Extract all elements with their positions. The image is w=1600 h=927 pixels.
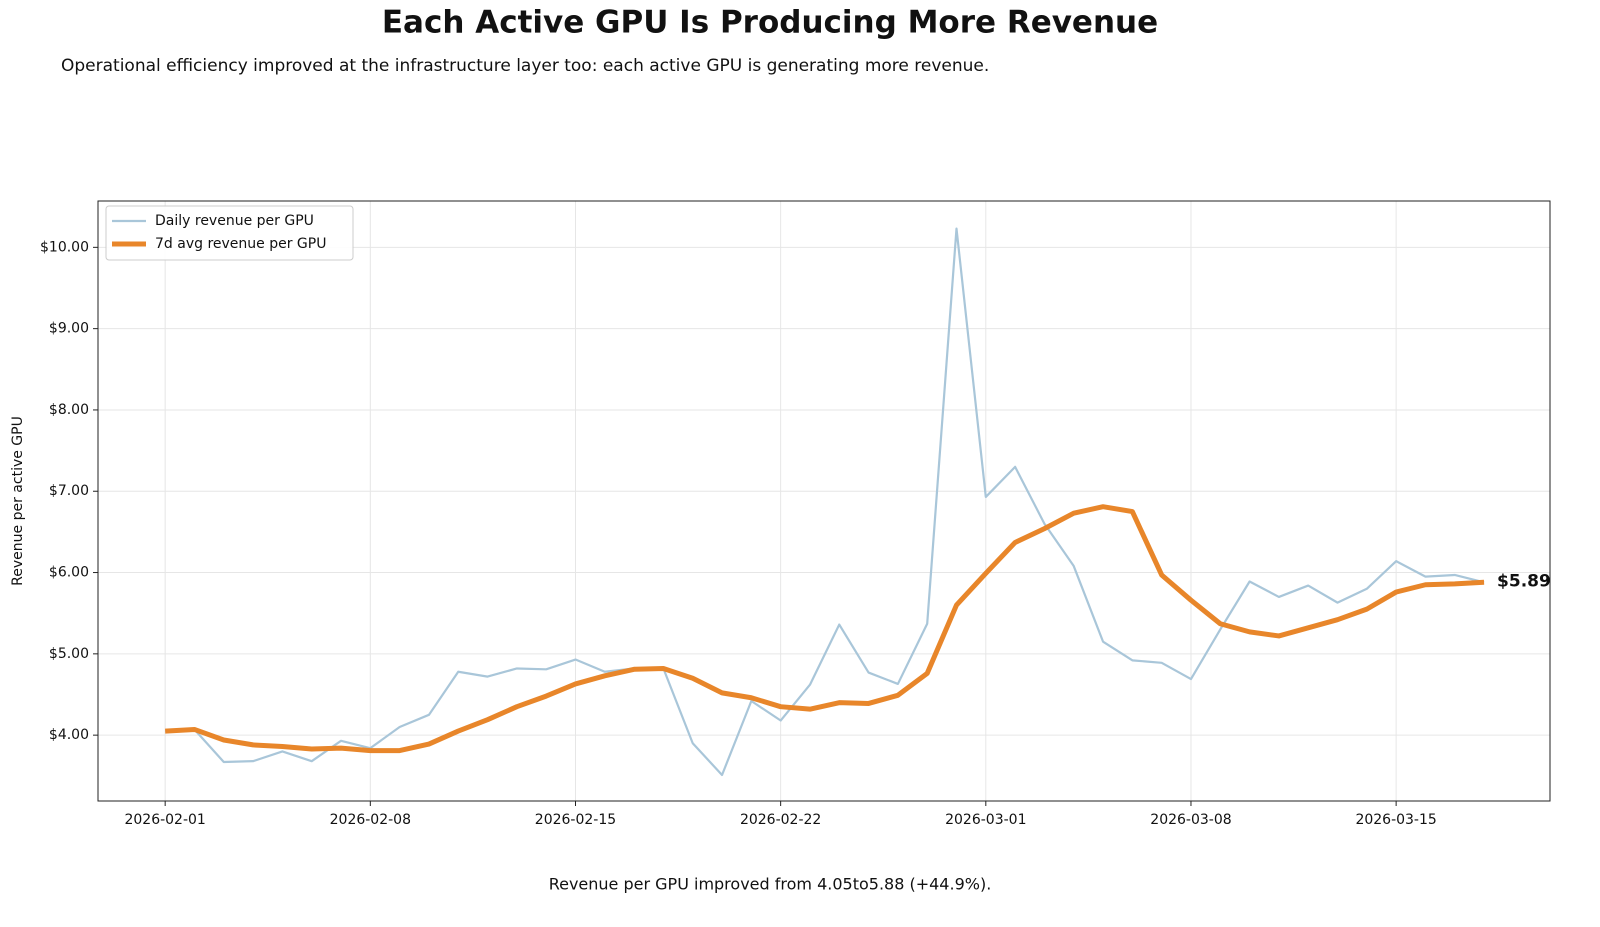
x-tick-label: 2026-03-08 <box>1150 812 1231 828</box>
chart-title: Each Active GPU Is Producing More Revenu… <box>382 5 1158 41</box>
x-tick-label: 2026-02-15 <box>535 812 616 828</box>
y-tick-label: $10.00 <box>40 239 89 255</box>
legend-label: Daily revenue per GPU <box>155 213 314 229</box>
y-axis-label: Revenue per active GPU <box>10 416 26 586</box>
x-tick-label: 2026-03-15 <box>1355 812 1436 828</box>
y-tick-label: $8.00 <box>49 402 89 418</box>
x-tick-label: 2026-02-08 <box>330 812 411 828</box>
y-tick-label: $7.00 <box>49 483 89 499</box>
x-tick-label: 2026-02-01 <box>124 812 205 828</box>
footer-note: Revenue per GPU improved from 4.05to5.88… <box>549 875 992 894</box>
y-tick-label: $4.00 <box>49 727 89 743</box>
x-tick-label: 2026-03-01 <box>945 812 1026 828</box>
y-tick-label: $6.00 <box>49 565 89 581</box>
x-tick-label: 2026-02-22 <box>740 812 821 828</box>
data-line <box>165 227 1485 777</box>
legend-box <box>105 205 354 261</box>
y-tick-label: $9.00 <box>49 321 89 337</box>
grid <box>98 201 1550 801</box>
chart-subtitle: Operational efficiency improved at the i… <box>61 56 989 76</box>
legend-label: 7d avg revenue per GPU <box>155 236 326 252</box>
y-tick-label: $5.00 <box>49 646 89 662</box>
plot-frame <box>97 200 1551 802</box>
end-label: $5.89 <box>1497 571 1551 591</box>
data-line <box>165 504 1485 754</box>
